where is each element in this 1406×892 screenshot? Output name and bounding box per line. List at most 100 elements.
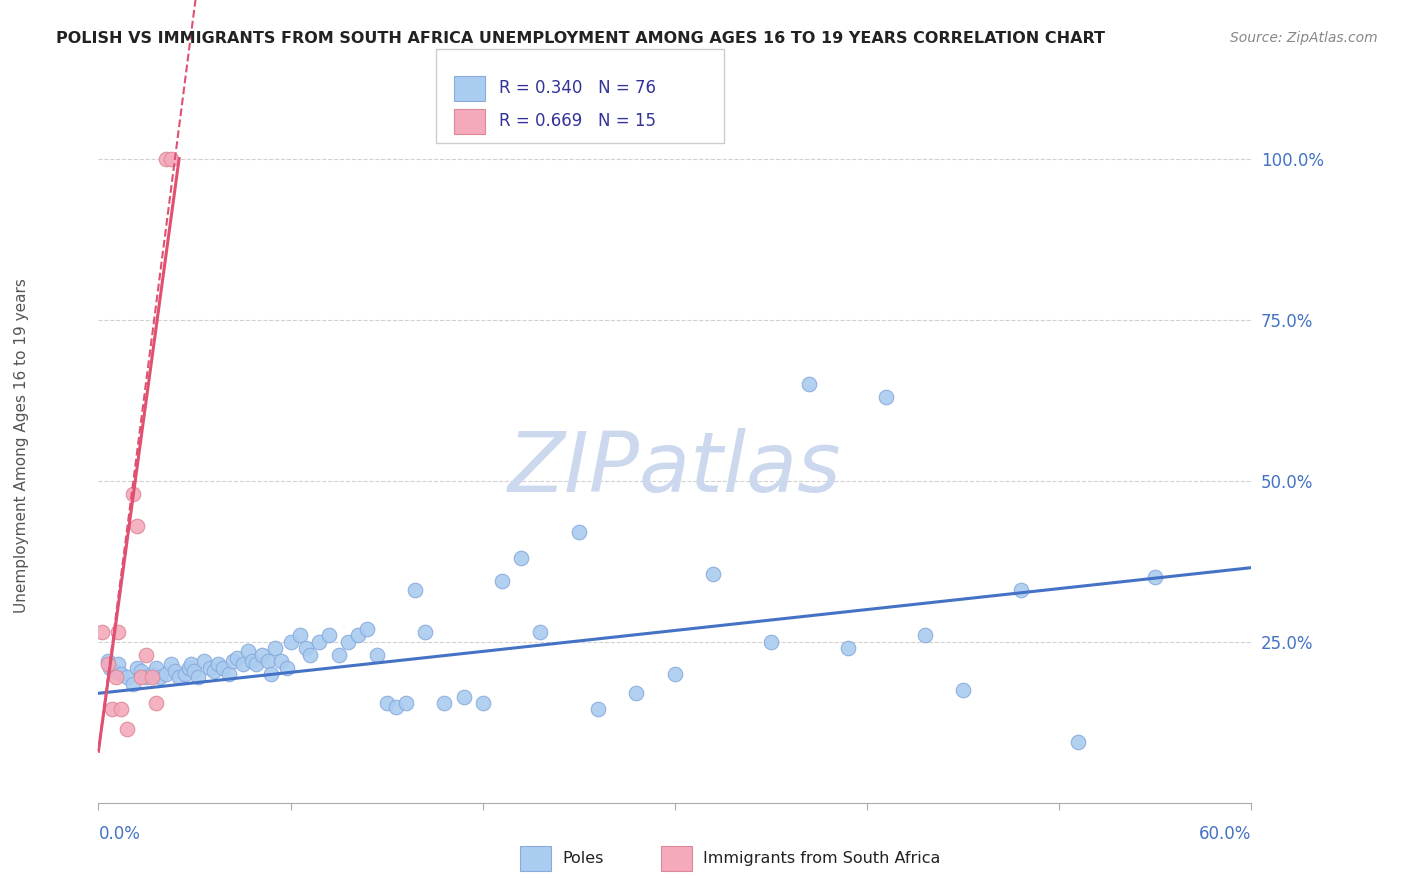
Point	[1144, 570, 1167, 584]
Point	[491, 574, 513, 588]
Point	[328, 648, 350, 662]
Point	[145, 660, 167, 674]
Point	[207, 657, 229, 672]
Point	[250, 648, 273, 662]
Point	[222, 654, 245, 668]
Point	[875, 390, 897, 404]
Point	[295, 641, 318, 656]
Point	[914, 628, 936, 642]
Point	[165, 664, 187, 678]
Point	[510, 551, 533, 566]
Point	[799, 377, 821, 392]
Point	[145, 696, 167, 710]
Point	[225, 651, 247, 665]
Point	[280, 634, 302, 648]
Point	[952, 683, 974, 698]
Point	[129, 670, 152, 684]
Point	[125, 518, 148, 533]
Text: Unemployment Among Ages 16 to 19 years: Unemployment Among Ages 16 to 19 years	[14, 278, 28, 614]
Point	[276, 660, 298, 674]
Point	[202, 664, 225, 678]
Point	[198, 660, 221, 674]
Point	[413, 625, 436, 640]
Text: R = 0.669   N = 15: R = 0.669 N = 15	[499, 112, 657, 130]
Point	[375, 696, 398, 710]
Point	[117, 722, 138, 736]
Point	[264, 641, 287, 656]
Point	[97, 657, 120, 672]
Point	[107, 625, 129, 640]
Point	[238, 644, 260, 658]
Text: R = 0.340   N = 76: R = 0.340 N = 76	[499, 79, 657, 97]
Point	[155, 152, 177, 166]
Point	[240, 654, 263, 668]
Text: Poles: Poles	[562, 851, 603, 865]
Point	[212, 660, 235, 674]
Point	[453, 690, 475, 704]
Point	[141, 667, 163, 681]
Point	[193, 654, 215, 668]
Point	[129, 664, 152, 678]
Point	[110, 702, 132, 716]
Point	[626, 686, 648, 700]
Point	[160, 657, 183, 672]
Point	[318, 628, 340, 642]
Point	[91, 625, 114, 640]
Point	[155, 667, 177, 681]
Text: 60.0%: 60.0%	[1199, 825, 1251, 843]
Text: POLISH VS IMMIGRANTS FROM SOUTH AFRICA UNEMPLOYMENT AMONG AGES 16 TO 19 YEARS CO: POLISH VS IMMIGRANTS FROM SOUTH AFRICA U…	[56, 31, 1105, 46]
Point	[187, 670, 209, 684]
Text: Source: ZipAtlas.com: Source: ZipAtlas.com	[1230, 31, 1378, 45]
Point	[110, 667, 132, 681]
Point	[122, 486, 145, 500]
Point	[104, 670, 127, 684]
Point	[180, 657, 202, 672]
Point	[122, 676, 145, 690]
Text: ZIPatlas: ZIPatlas	[508, 428, 842, 509]
Point	[160, 152, 183, 166]
Point	[135, 670, 157, 684]
Point	[395, 696, 418, 710]
Point	[1067, 734, 1090, 748]
Point	[125, 660, 148, 674]
Point	[167, 670, 190, 684]
Point	[337, 634, 360, 648]
Point	[568, 525, 591, 540]
Point	[177, 660, 200, 674]
Point	[98, 660, 121, 674]
Point	[256, 654, 278, 668]
Point	[149, 670, 172, 684]
Point	[298, 648, 321, 662]
Point	[260, 667, 283, 681]
Point	[346, 628, 368, 642]
Point	[837, 641, 859, 656]
Point	[405, 583, 427, 598]
Point	[107, 657, 129, 672]
Point	[174, 667, 197, 681]
Point	[245, 657, 267, 672]
Point	[702, 567, 724, 582]
Point	[231, 657, 254, 672]
Point	[385, 700, 408, 714]
Point	[529, 625, 551, 640]
Point	[117, 670, 138, 684]
Point	[101, 702, 124, 716]
Point	[433, 696, 456, 710]
Point	[103, 664, 125, 678]
Point	[664, 667, 686, 681]
Point	[183, 664, 205, 678]
Point	[586, 702, 609, 716]
Point	[270, 654, 292, 668]
Point	[471, 696, 494, 710]
Point	[97, 654, 120, 668]
Text: 0.0%: 0.0%	[98, 825, 141, 843]
Point	[290, 628, 312, 642]
Point	[141, 670, 163, 684]
Point	[356, 622, 378, 636]
Point	[218, 667, 240, 681]
Text: Immigrants from South Africa: Immigrants from South Africa	[703, 851, 941, 865]
Point	[308, 634, 330, 648]
Point	[135, 648, 157, 662]
Point	[366, 648, 388, 662]
Point	[759, 634, 782, 648]
